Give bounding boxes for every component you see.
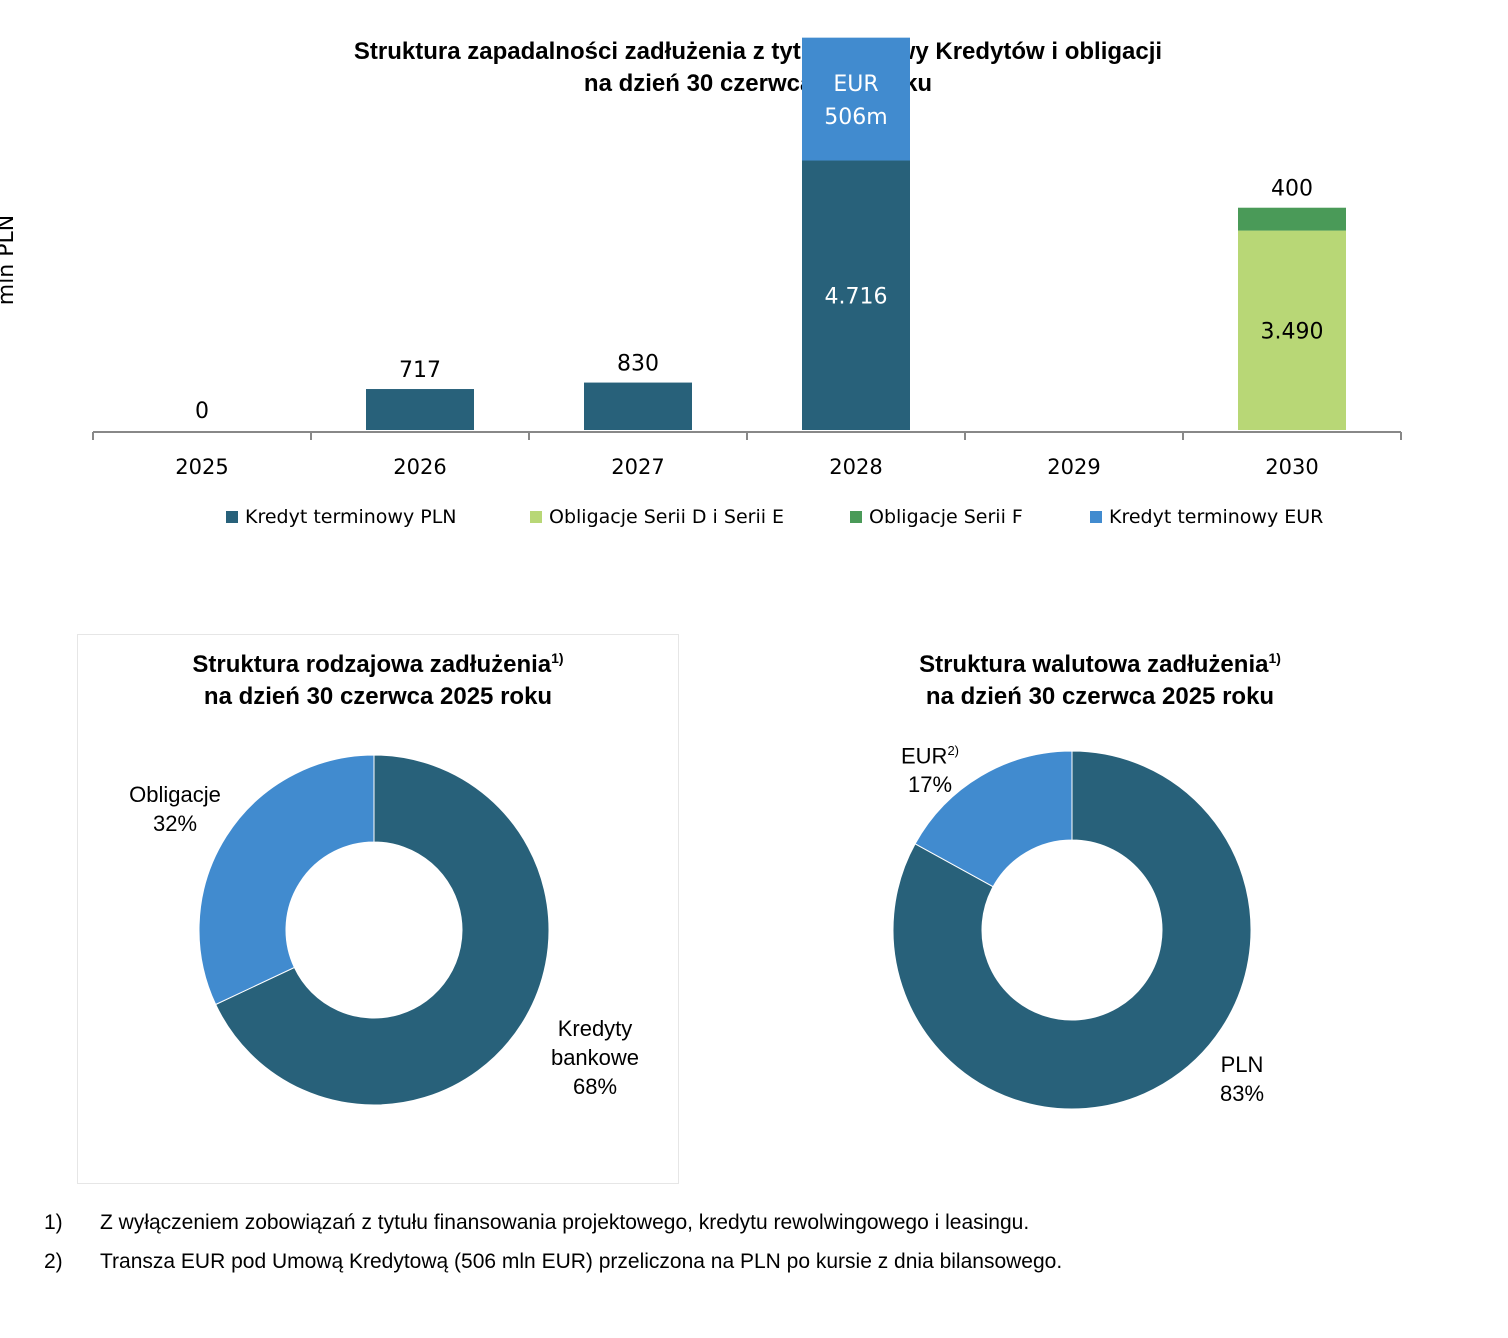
pie2-slice-eur bbox=[914, 750, 1073, 888]
pie1-title: Struktura rodzajowa zadłużenia1) na dzie… bbox=[77, 642, 679, 713]
bar-chart-legend: Kredyt terminowy PLN Obligacje Serii D i… bbox=[0, 506, 1508, 532]
legend-swatch-kredyt-eur bbox=[1090, 511, 1102, 523]
pie1-label-obligacje-name: Obligacje bbox=[129, 782, 221, 807]
legend-swatch-kredyt-pln bbox=[226, 511, 238, 523]
x-tick-label-2027: 2027 bbox=[611, 455, 664, 479]
pie2-label-eur: EUR2) 17% bbox=[880, 736, 980, 799]
pie1-label-kredyty-line2: bankowe bbox=[550, 1045, 640, 1070]
pie2-title-line1: Struktura walutowa zadłużenia bbox=[919, 651, 1269, 678]
pie1-title-sup: 1) bbox=[551, 650, 564, 666]
x-tick-label-2026: 2026 bbox=[393, 455, 446, 479]
data-label-2025-kredyt-terminowy-pln: 0 bbox=[195, 399, 209, 424]
pie2-label-eur-pct: 17% bbox=[907, 772, 953, 798]
legend-label-obligacje-de: Obligacje Serii D i Serii E bbox=[549, 506, 785, 528]
pie2-label-pln-name: PLN bbox=[1220, 1052, 1264, 1077]
pie1-label-obligacje: Obligacje 32% bbox=[105, 780, 245, 838]
footnotes: 1) Z wyłączeniem zobowiązań z tytułu fin… bbox=[44, 1206, 1062, 1278]
bar-2030-obligacje-serii-d-i-serii-e bbox=[1238, 230, 1346, 430]
pie2-title-sup: 1) bbox=[1268, 650, 1281, 666]
pie1-label-kredyty-pct: 68% bbox=[572, 1074, 618, 1099]
legend-label-kredyt-eur: Kredyt terminowy EUR bbox=[1109, 506, 1324, 528]
data-label-2030-obligacje-serii-d-i-serii-e: 3.490 bbox=[1261, 319, 1324, 344]
pie1-label-kredyty: Kredyty bankowe 68% bbox=[525, 1014, 665, 1101]
pie1-slice-kredyty-bankowe bbox=[214, 754, 550, 1106]
pie2-label-pln-pct: 83% bbox=[1219, 1081, 1265, 1106]
data-label-2026-kredyt-terminowy-pln: 717 bbox=[399, 358, 441, 383]
legend-item-obligacje-de: Obligacje Serii D i Serii E bbox=[530, 506, 784, 528]
pie1-label-obligacje-pct: 32% bbox=[152, 811, 198, 836]
bar-2028-kredyt-terminowy-eur bbox=[802, 37, 910, 161]
bar-chart-title-line1: Struktura zapadalności zadłużenia z tytu… bbox=[353, 38, 1163, 65]
legend-item-kredyt-pln: Kredyt terminowy PLN bbox=[226, 506, 457, 528]
legend-swatch-obligacje-de bbox=[530, 511, 542, 523]
legend-item-obligacje-f: Obligacje Serii F bbox=[850, 506, 1023, 528]
bar-2026-kredyt-terminowy-pln bbox=[366, 389, 474, 430]
pie2-label-eur-sup: 2) bbox=[947, 743, 959, 758]
x-tick-label-2028: 2028 bbox=[829, 455, 882, 479]
pie1-title-line1: Struktura rodzajowa zadłużenia bbox=[192, 651, 552, 678]
bar-2030-obligacje-serii-f bbox=[1238, 207, 1346, 231]
data-label-2028-kredyt-terminowy-pln: 4.716 bbox=[825, 284, 888, 309]
pie2-title: Struktura walutowa zadłużenia1) na dzień… bbox=[800, 642, 1400, 713]
pie2-slice-pln bbox=[892, 750, 1252, 1110]
legend-label-obligacje-f: Obligacje Serii F bbox=[869, 506, 1023, 528]
footnote-2-text: Transza EUR pod Umową Kredytową (506 mln… bbox=[100, 1250, 1063, 1273]
legend-label-kredyt-pln: Kredyt terminowy PLN bbox=[245, 506, 457, 528]
legend-item-kredyt-eur: Kredyt terminowy EUR bbox=[1090, 506, 1323, 528]
footnote-1-text: Z wyłączeniem zobowiązań z tytułu finans… bbox=[100, 1211, 1030, 1234]
data-label-2027-kredyt-terminowy-pln: 830 bbox=[617, 352, 659, 377]
data-label-2028-kredyt-terminowy-eur-1: 506m bbox=[824, 105, 887, 130]
x-tick-label-2025: 2025 bbox=[175, 455, 228, 479]
bar-2028-kredyt-terminowy-pln bbox=[802, 160, 910, 430]
x-tick-label-2029: 2029 bbox=[1047, 455, 1100, 479]
footnote-1: 1) Z wyłączeniem zobowiązań z tytułu fin… bbox=[44, 1206, 1062, 1245]
pie1-title-line2: na dzień 30 czerwca 2025 roku bbox=[203, 683, 553, 710]
pie1-panel bbox=[77, 634, 679, 1184]
footnote-1-number: 1) bbox=[44, 1211, 63, 1234]
data-label-2028-kredyt-terminowy-eur-0: EUR bbox=[833, 72, 878, 97]
footnote-2: 2) Transza EUR pod Umową Kredytową (506 … bbox=[44, 1245, 1062, 1278]
legend-swatch-obligacje-f bbox=[850, 511, 862, 523]
pie2-label-pln: PLN 83% bbox=[1192, 1050, 1292, 1108]
pie1-slice-obligacje bbox=[198, 754, 375, 1006]
x-tick-label-2030: 2030 bbox=[1265, 455, 1318, 479]
bar-2027-kredyt-terminowy-pln bbox=[584, 382, 692, 430]
pie1-label-kredyty-line1: Kredyty bbox=[557, 1016, 633, 1041]
pie2-title-line2: na dzień 30 czerwca 2025 roku bbox=[925, 683, 1275, 710]
footnote-2-number: 2) bbox=[44, 1250, 63, 1273]
pie2-label-eur-name: EUR bbox=[900, 743, 948, 769]
data-label-2030-obligacje-serii-f: 400 bbox=[1271, 177, 1313, 202]
bar-chart: 2025 2026 2027 2028 2029 2030 0 717 830 4.716 EUR 5… bbox=[92, 37, 1402, 479]
